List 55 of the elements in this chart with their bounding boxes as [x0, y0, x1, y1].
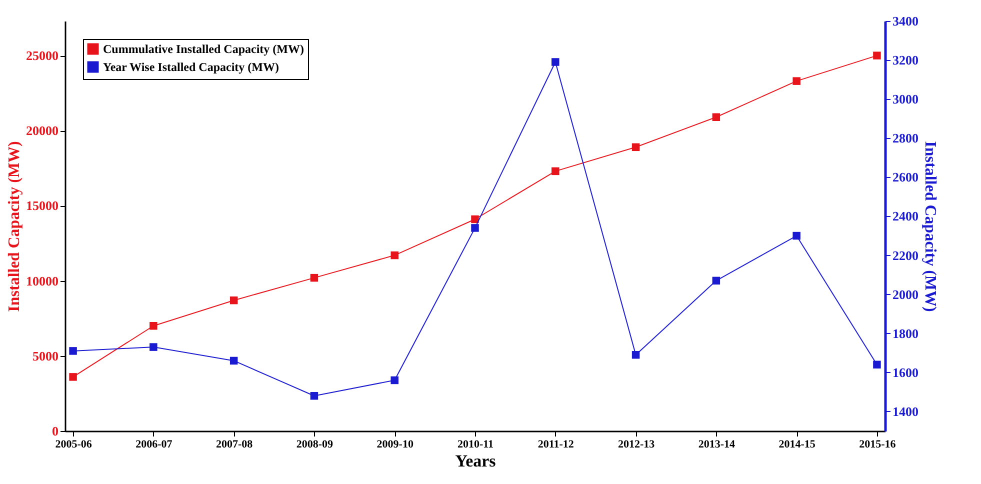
point [471, 215, 479, 224]
y2-tick-label: 3200 [892, 52, 918, 68]
x-tick-label: 2005-06 [55, 438, 92, 450]
x-tick-label: 2008-09 [296, 438, 334, 450]
y2-tick-label: 1600 [892, 364, 918, 380]
y-axis-title: Installed Capacity (MW) [6, 141, 23, 312]
point [310, 392, 318, 400]
point [230, 296, 238, 304]
y-tick-label: 25000 [26, 48, 58, 64]
point [552, 58, 560, 66]
point [150, 322, 158, 330]
point [873, 52, 881, 60]
x-tick-label: 2013-14 [698, 438, 736, 450]
x-tick-label: 2012-13 [618, 438, 656, 450]
point [792, 232, 800, 240]
y2-tick-label: 2400 [892, 208, 918, 224]
point [712, 276, 720, 285]
point [552, 167, 560, 176]
y2-tick-label: 1800 [892, 326, 918, 341]
y-tick-label: 0 [52, 424, 58, 438]
y2-tick-label: 2000 [892, 286, 918, 302]
x-tick-label: 2006-07 [136, 438, 173, 450]
x-tick-label: 2010-11 [457, 438, 494, 450]
x-tick-label: 2014-15 [778, 438, 816, 450]
point [390, 251, 398, 260]
legend-label: Year Wise Istalled Capacity (MW) [103, 60, 279, 74]
point [471, 224, 479, 232]
legend-label: Cummulative Installed Capacity (MW) [103, 42, 304, 56]
point [150, 343, 158, 351]
point [712, 113, 720, 121]
y2-tick-label: 2800 [892, 130, 918, 146]
x-tick-label: 2015-16 [859, 438, 896, 450]
y2-axis-title: Installed Capacity (MW) [922, 141, 938, 312]
point [69, 373, 77, 381]
y2-tick-label: 2200 [892, 248, 918, 263]
point [873, 360, 881, 368]
y-tick-label: 15000 [26, 198, 58, 214]
y2-tick-label: 3400 [892, 14, 918, 28]
point [792, 77, 800, 85]
point [632, 350, 640, 359]
point [69, 347, 77, 355]
y2-tick-label: 3000 [892, 92, 918, 107]
y2-tick-label: 2600 [892, 170, 918, 185]
y-tick-label: 5000 [32, 348, 58, 364]
point [632, 143, 640, 152]
x-tick-label: 2009-10 [376, 438, 414, 450]
x-axis-title: Years [455, 452, 496, 470]
point [310, 274, 318, 282]
x-tick-label: 2011-12 [538, 438, 574, 450]
point [390, 376, 398, 384]
y-tick-label: 10000 [26, 273, 58, 288]
y2-tick-label: 1400 [892, 404, 918, 419]
x-tick-label: 2007-08 [216, 438, 254, 450]
y-tick-label: 20000 [26, 123, 58, 138]
point [230, 356, 238, 365]
